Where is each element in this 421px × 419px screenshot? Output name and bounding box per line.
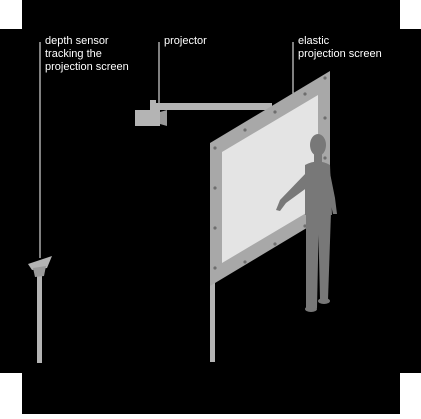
projector-label-text: projector	[164, 35, 207, 47]
depth-sensor-label-line-3: projection screen	[45, 61, 129, 73]
depth-sensor-icon	[28, 256, 52, 363]
screen-surface	[222, 95, 318, 263]
frame-rivets	[213, 76, 327, 270]
projector-label: projector	[164, 35, 207, 48]
depth-sensor-label-line-1: depth sensor	[45, 35, 109, 47]
elastic-screen-label-line-1: elastic	[298, 35, 330, 47]
projector-icon	[135, 100, 272, 126]
depth-sensor-label: depth sensor tracking the projection scr…	[45, 35, 129, 74]
elastic-screen-label-line-2: projection screen	[298, 48, 382, 60]
person-silhouette-icon	[276, 134, 337, 312]
elastic-screen-label: elastic projection screen	[298, 35, 382, 61]
depth-sensor-label-line-2: tracking the	[45, 48, 102, 60]
projection-screen	[210, 71, 330, 362]
